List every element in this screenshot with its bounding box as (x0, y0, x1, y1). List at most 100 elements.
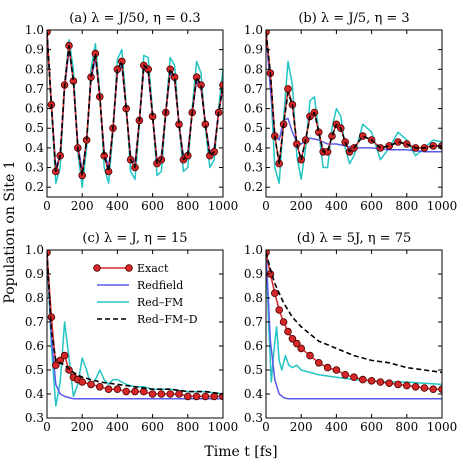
panel-title: (d) λ = 5J, η = 75 (297, 231, 411, 246)
y-tick-label: 0.4 (244, 387, 263, 401)
panel-c: (c) λ = J, η = 15 0 200 400 600 800 1000 0.3 0.4… (25, 231, 238, 434)
exact-point (402, 381, 411, 390)
exact-point (60, 351, 69, 360)
x-tick-label: 400 (325, 199, 348, 213)
panel-title: (b) λ = J/5, η = 3 (298, 11, 409, 26)
y-tick-label: 0.4 (25, 387, 44, 401)
y-tick-label: 0.6 (25, 339, 44, 353)
axes-frame (265, 249, 443, 419)
exact-point (56, 356, 64, 365)
x-tick-label: 800 (176, 199, 199, 213)
y-tick-label: 1.0 (25, 23, 44, 37)
y-tick-label: 0.4 (244, 141, 263, 155)
panel-title: (a) λ = J/50, η = 0.3 (69, 11, 200, 26)
exact-point (275, 306, 284, 314)
y-tick-label: 0.7 (25, 82, 44, 96)
exact-point (284, 85, 292, 93)
exact-point (306, 351, 314, 360)
y-tick-label: 0.2 (244, 180, 263, 194)
series-line-redfield (47, 31, 223, 173)
x-tick-label: 800 (176, 420, 199, 434)
exact-point (192, 392, 201, 401)
panels: (a) λ = J/50, η = 0.3 0 200 400 600 800 1000 0.… (25, 11, 457, 434)
y-tick-label: 0.5 (25, 363, 44, 377)
exact-point (358, 132, 367, 140)
y-tick-label: 0.6 (244, 102, 263, 116)
y-tick-label: 0.3 (244, 161, 263, 175)
y-tick-label: 0.5 (244, 363, 263, 377)
x-tick-label: 1000 (208, 199, 239, 213)
x-tick-label: 200 (71, 199, 94, 213)
y-tick-label: 0.5 (25, 121, 44, 135)
exact-point (394, 380, 402, 389)
exact-point (367, 376, 376, 385)
exact-point (201, 392, 210, 401)
exact-point (140, 387, 148, 396)
exact-point (429, 385, 438, 394)
series-line-red-fm (266, 252, 442, 386)
series-line-red-fm-d (266, 31, 442, 165)
legend-marker (125, 264, 133, 272)
x-tick-label: 800 (395, 420, 418, 434)
series-line-red-fm-d (266, 252, 442, 374)
y-axis-label: Population on Site 1 (2, 160, 18, 303)
exact-point (113, 385, 122, 394)
x-tick-label: 200 (290, 420, 313, 434)
series-line-red-fm-d (47, 31, 223, 177)
exact-point (297, 344, 306, 353)
x-tick-label: 600 (141, 420, 164, 434)
y-tick-label: 0.8 (25, 291, 44, 305)
y-tick-label: 0.8 (244, 291, 263, 305)
exact-point (51, 361, 60, 370)
x-tick-label: 1000 (427, 199, 458, 213)
y-tick-label: 0.8 (244, 62, 263, 76)
exact-point (148, 390, 157, 398)
x-tick-label: 600 (141, 199, 164, 213)
series-line-exact (266, 252, 442, 390)
exact-point (131, 387, 139, 396)
series-line-redfield (266, 252, 442, 400)
exact-point (438, 385, 442, 393)
exact-point (420, 384, 429, 392)
panel-title: (c) λ = J, η = 15 (82, 231, 187, 246)
x-tick-label: 0 (43, 420, 51, 434)
exact-point (279, 318, 288, 326)
exact-point (332, 366, 341, 374)
series-line-redfield (266, 31, 442, 153)
series-line-red-fm (266, 31, 442, 184)
axes-frame (46, 249, 224, 419)
legend-marker (93, 264, 101, 272)
y-tick-label: 0.7 (244, 315, 263, 329)
exact-point (376, 378, 385, 386)
exact-point (288, 334, 297, 343)
legend-label: Red–FM (137, 296, 183, 309)
y-tick-label: 0.9 (25, 267, 44, 281)
exact-point (175, 390, 183, 398)
exact-point (166, 390, 175, 398)
y-tick-label: 0.9 (244, 43, 263, 57)
x-tick-label: 400 (325, 420, 348, 434)
exact-point (219, 81, 223, 89)
series-line-red-fm (47, 252, 223, 407)
y-tick-label: 0.2 (25, 180, 44, 194)
y-tick-label: 1.0 (244, 23, 263, 37)
legend-label: Exact (137, 262, 169, 275)
exact-point (323, 363, 332, 372)
series-line-red-fm-d (47, 252, 223, 395)
exact-point (210, 392, 219, 401)
y-tick-label: 0.7 (244, 82, 263, 96)
panel-d: (d) λ = 5J, η = 75 0 200 400 600 800 1000 0.3 0.… (244, 231, 457, 434)
y-tick-label: 0.3 (244, 411, 263, 425)
exact-point (96, 382, 104, 391)
y-tick-label: 0.3 (25, 411, 44, 425)
y-tick-label: 0.7 (25, 315, 44, 329)
y-tick-label: 1.0 (244, 243, 263, 257)
axes-frame (46, 29, 224, 198)
legend-label: Redfield (137, 279, 183, 292)
x-tick-label: 600 (360, 199, 383, 213)
exact-point (350, 373, 358, 382)
x-axis-label: Time t [fs] (204, 444, 277, 460)
exact-point (270, 289, 279, 298)
panel-a: (a) λ = J/50, η = 0.3 0 200 400 600 800 1000 0.… (25, 11, 238, 213)
